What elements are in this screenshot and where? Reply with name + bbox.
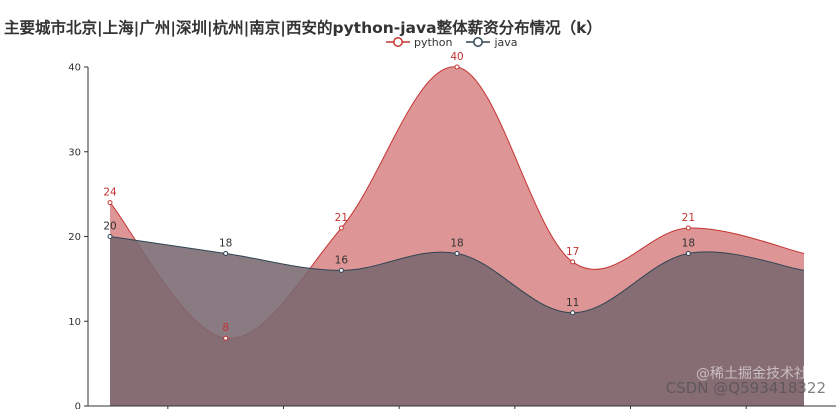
data-label-java-5: 18 bbox=[682, 237, 695, 249]
legend-java-label: java bbox=[494, 35, 518, 49]
point-python-3[interactable] bbox=[454, 64, 460, 70]
legend-item-python[interactable]: python bbox=[386, 36, 452, 49]
data-label-java-0: 20 bbox=[103, 221, 116, 233]
point-java-5[interactable] bbox=[685, 250, 691, 256]
data-label-python-3: 40 bbox=[450, 51, 463, 63]
data-label-java-1: 18 bbox=[219, 237, 232, 249]
point-java-0[interactable] bbox=[107, 234, 113, 239]
legend-item-java[interactable]: java bbox=[466, 35, 518, 49]
chart-title: 主要城市北京|上海|广州|深圳|杭州|南京|西安的python-java整体薪资… bbox=[4, 19, 602, 37]
point-python-5[interactable] bbox=[685, 225, 691, 231]
y-tick-label-40: 40 bbox=[68, 63, 81, 74]
point-python-1[interactable] bbox=[223, 335, 229, 341]
point-java-1[interactable] bbox=[223, 250, 229, 256]
point-python-2[interactable] bbox=[338, 225, 344, 231]
legend: python java bbox=[386, 34, 518, 50]
point-python-4[interactable] bbox=[570, 259, 576, 265]
data-label-python-2: 21 bbox=[335, 212, 348, 224]
legend-python-marker bbox=[386, 37, 410, 47]
watermark: CSDN @Q593418322 bbox=[665, 379, 826, 397]
data-label-python-5: 21 bbox=[682, 212, 695, 224]
point-python-0[interactable] bbox=[107, 200, 113, 206]
data-label-java-3: 18 bbox=[450, 237, 463, 249]
y-tick-label-0: 0 bbox=[75, 402, 81, 409]
y-tick-label-30: 30 bbox=[68, 147, 81, 158]
y-tick-label-10: 10 bbox=[68, 317, 81, 328]
series-area-java bbox=[110, 236, 804, 406]
data-label-python-0: 24 bbox=[103, 187, 117, 199]
point-java-3[interactable] bbox=[454, 250, 460, 256]
data-label-java-2: 16 bbox=[335, 254, 349, 266]
legend-java-marker bbox=[466, 37, 491, 47]
legend-python-label: python bbox=[414, 35, 453, 49]
point-java-2[interactable] bbox=[338, 267, 344, 273]
data-label-python-4: 17 bbox=[566, 246, 579, 258]
watermark-ghost: @稀土掘金技术社区 bbox=[696, 366, 822, 382]
y-tick-label-20: 20 bbox=[68, 232, 81, 243]
data-label-python-1: 8 bbox=[222, 322, 229, 334]
data-label-java-4: 11 bbox=[566, 297, 579, 309]
point-java-4[interactable] bbox=[570, 310, 576, 316]
